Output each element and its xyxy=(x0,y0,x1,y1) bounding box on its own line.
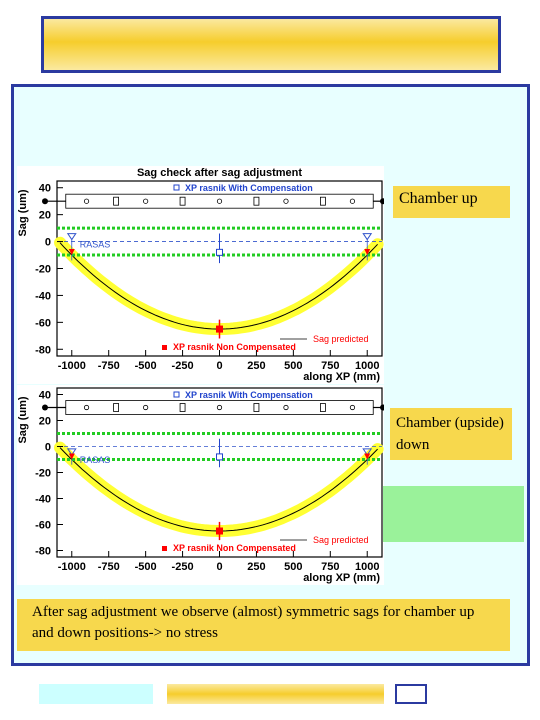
legend-compensated: XP rasnik With Compensation xyxy=(185,183,313,193)
x-axis-label: along XP (mm) xyxy=(303,371,380,383)
legend-predicted: Sag predicted xyxy=(313,334,369,344)
y-tick-label-0: 40 xyxy=(39,183,51,195)
legend-noncompensated-marker xyxy=(162,345,167,350)
legend-noncompensated: XP rasnik Non Compensated xyxy=(173,342,296,352)
compensated-point xyxy=(217,249,223,255)
y-tick-label-1: 20 xyxy=(39,416,51,428)
x-tick-label-6: 500 xyxy=(284,561,302,573)
noncompensated-point xyxy=(216,528,223,535)
sag-chart-chamber-down: 40 20 0 -20 -40 -60 -80 -1000 -750 -500 -250 0 250 50… xyxy=(17,385,384,585)
footer-block-left xyxy=(39,684,153,704)
y-tick-label-3: -20 xyxy=(35,264,51,276)
x-tick-label-5: 250 xyxy=(247,360,265,372)
legend-noncompensated-marker xyxy=(162,546,167,551)
y-tick-label-2: 0 xyxy=(45,237,51,249)
conclusion-note: After sag adjustment we observe (almost)… xyxy=(17,599,510,651)
x-tick-label-2: -500 xyxy=(135,360,157,372)
x-tick-label-3: -250 xyxy=(172,561,194,573)
x-tick-label-0: -1000 xyxy=(58,561,86,573)
y-tick-label-5: -60 xyxy=(35,317,51,329)
x-tick-label-2: -500 xyxy=(135,561,157,573)
x-axis-label: along XP (mm) xyxy=(303,572,380,584)
x-tick-label-5: 250 xyxy=(247,561,265,573)
chamber-up-label: Chamber up xyxy=(393,186,510,218)
green-box xyxy=(383,486,524,542)
y-tick-label-6: -80 xyxy=(35,546,51,558)
y-tick-label-2: 0 xyxy=(45,442,51,454)
x-tick-label-4: 0 xyxy=(216,360,222,372)
beam-left-end xyxy=(42,405,48,411)
footer-block-right xyxy=(395,684,427,704)
footer-block-center xyxy=(167,684,384,704)
y-tick-label-4: -40 xyxy=(35,290,51,302)
legend-noncompensated: XP rasnik Non Compensated xyxy=(173,543,296,553)
title-box xyxy=(41,16,501,73)
y-axis-label: Sag (um) xyxy=(17,189,29,236)
compensated-point xyxy=(217,454,223,460)
y-tick-label-3: -20 xyxy=(35,468,51,480)
x-tick-label-3: -250 xyxy=(172,360,194,372)
noncompensated-point xyxy=(216,326,223,333)
y-tick-label-0: 40 xyxy=(39,390,51,402)
legend-compensated: XP rasnik With Compensation xyxy=(185,390,313,400)
x-tick-label-1: -750 xyxy=(98,360,120,372)
x-tick-label-0: -1000 xyxy=(58,360,86,372)
y-tick-label-5: -60 xyxy=(35,520,51,532)
beam-left-end xyxy=(42,198,48,204)
x-tick-label-6: 500 xyxy=(284,360,302,372)
y-tick-label-1: 20 xyxy=(39,210,51,222)
rasas-label: RASAS xyxy=(80,240,111,250)
rasas-label: RASAS xyxy=(80,455,111,465)
x-tick-label-4: 0 xyxy=(216,561,222,573)
y-tick-label-4: -40 xyxy=(35,494,51,506)
y-tick-label-6: -80 xyxy=(35,344,51,356)
chart-title: Sag check after sag adjustment xyxy=(137,167,302,179)
sag-chart-chamber-up: Sag check after sag adjustment 40 20 0 -20 -4… xyxy=(17,166,384,384)
y-axis-label: Sag (um) xyxy=(17,396,29,443)
legend-predicted: Sag predicted xyxy=(313,535,369,545)
chamber-down-label: Chamber (upside) down xyxy=(390,408,512,460)
x-tick-label-1: -750 xyxy=(98,561,120,573)
